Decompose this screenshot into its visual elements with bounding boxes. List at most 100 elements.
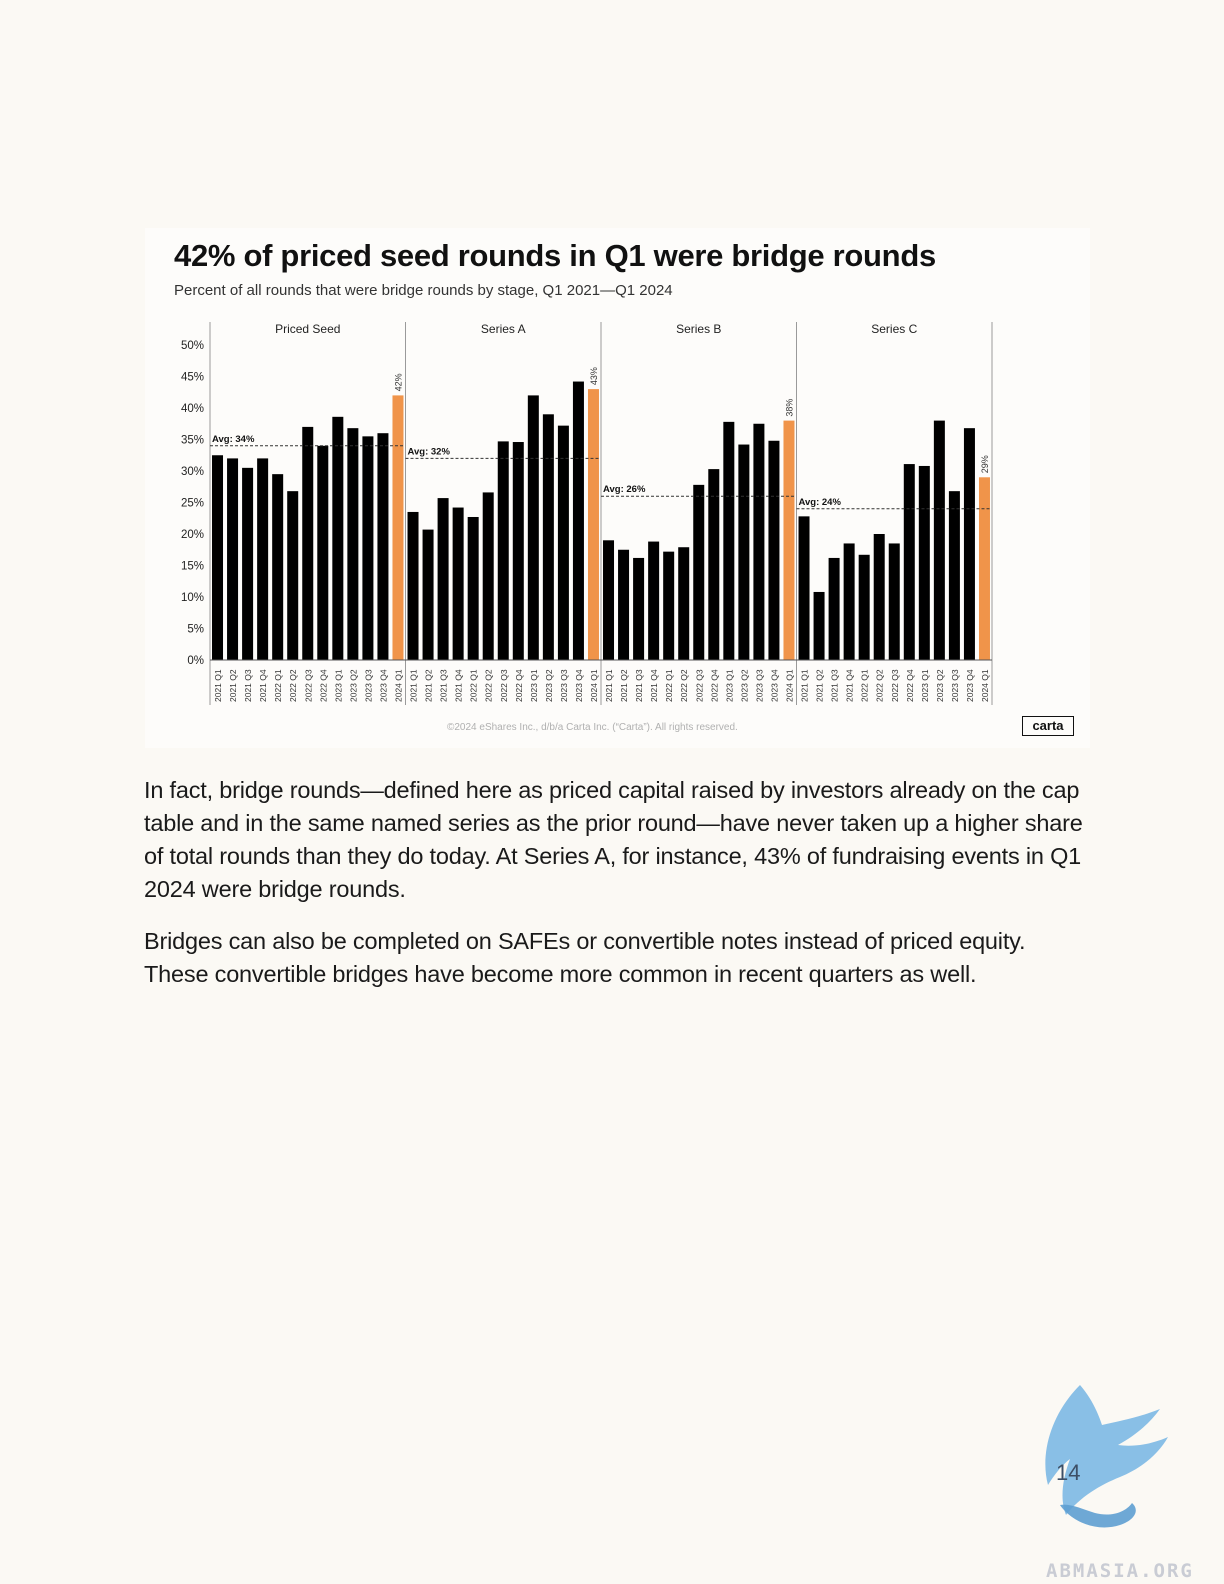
x-tick-label: 2023 Q1 bbox=[920, 669, 930, 702]
x-tick-label: 2021 Q1 bbox=[604, 669, 614, 702]
bar bbox=[648, 541, 660, 660]
x-tick-label: 2022 Q3 bbox=[694, 669, 704, 702]
x-tick-label: 2024 Q1 bbox=[784, 669, 794, 702]
x-tick-label: 2021 Q3 bbox=[439, 669, 449, 702]
y-tick-label: 50% bbox=[181, 340, 204, 352]
bar bbox=[873, 534, 885, 660]
y-tick-label: 10% bbox=[181, 592, 204, 604]
x-tick-label: 2022 Q2 bbox=[875, 669, 885, 702]
highlight-bar bbox=[783, 420, 795, 660]
bar bbox=[948, 491, 960, 660]
bar bbox=[723, 421, 735, 660]
average-label: Avg: 24% bbox=[799, 497, 842, 508]
y-tick-label: 40% bbox=[181, 403, 204, 415]
average-label: Avg: 32% bbox=[408, 446, 451, 457]
bar bbox=[482, 492, 494, 660]
x-tick-label: 2023 Q4 bbox=[574, 669, 584, 702]
bar bbox=[603, 540, 615, 660]
body-paragraph-1: In fact, bridge rounds—defined here as p… bbox=[144, 777, 1083, 902]
x-tick-label: 2023 Q3 bbox=[950, 669, 960, 702]
x-tick-label: 2023 Q3 bbox=[754, 669, 764, 702]
bar bbox=[362, 436, 374, 660]
y-tick-label: 25% bbox=[181, 498, 204, 510]
bar bbox=[272, 474, 284, 660]
y-tick-label: 15% bbox=[181, 561, 204, 573]
data-label: 42% bbox=[393, 373, 403, 391]
page-number: 14 bbox=[1056, 1460, 1081, 1485]
bar bbox=[738, 444, 750, 660]
bar bbox=[287, 491, 299, 660]
bar bbox=[557, 425, 569, 660]
bar bbox=[497, 441, 509, 660]
x-tick-label: 2021 Q3 bbox=[243, 669, 253, 702]
x-tick-label: 2022 Q1 bbox=[469, 669, 479, 702]
x-tick-label: 2021 Q1 bbox=[800, 669, 810, 702]
bar bbox=[347, 428, 359, 660]
bar bbox=[407, 511, 419, 660]
x-tick-label: 2023 Q3 bbox=[559, 669, 569, 702]
x-tick-label: 2023 Q1 bbox=[333, 669, 343, 702]
bar bbox=[527, 395, 539, 660]
bar bbox=[512, 442, 524, 660]
bar bbox=[452, 507, 464, 660]
x-tick-label: 2023 Q4 bbox=[965, 669, 975, 702]
bar bbox=[798, 516, 810, 660]
x-tick-label: 2024 Q1 bbox=[393, 669, 403, 702]
x-tick-label: 2021 Q1 bbox=[409, 669, 419, 702]
y-tick-label: 35% bbox=[181, 435, 204, 447]
data-label: 38% bbox=[784, 399, 794, 417]
bar bbox=[693, 484, 705, 660]
x-tick-label: 2022 Q4 bbox=[514, 669, 524, 702]
x-tick-label: 2022 Q2 bbox=[288, 669, 298, 702]
x-tick-label: 2022 Q1 bbox=[860, 669, 870, 702]
chart-subtitle: Percent of all rounds that were bridge r… bbox=[174, 282, 673, 299]
bar bbox=[542, 414, 554, 660]
x-tick-label: 2023 Q1 bbox=[724, 669, 734, 702]
highlight-bar bbox=[978, 477, 990, 660]
griffin-watermark-icon bbox=[1045, 1385, 1168, 1528]
average-label: Avg: 34% bbox=[212, 434, 255, 445]
x-tick-label: 2022 Q2 bbox=[679, 669, 689, 702]
average-label: Avg: 26% bbox=[603, 484, 646, 495]
x-tick-label: 2022 Q1 bbox=[273, 669, 283, 702]
bar bbox=[302, 426, 314, 660]
highlight-bar bbox=[587, 389, 599, 660]
bar bbox=[708, 469, 720, 660]
data-label: 29% bbox=[980, 455, 990, 473]
x-tick-label: 2021 Q2 bbox=[424, 669, 434, 702]
bar bbox=[933, 420, 945, 660]
bar bbox=[963, 428, 975, 660]
x-tick-label: 2022 Q3 bbox=[303, 669, 313, 702]
bar bbox=[618, 549, 630, 660]
carta-logo: carta bbox=[1022, 716, 1074, 736]
x-tick-label: 2023 Q2 bbox=[935, 669, 945, 702]
bar bbox=[633, 557, 645, 660]
x-tick-label: 2021 Q2 bbox=[619, 669, 629, 702]
panel-title: Series B bbox=[676, 322, 721, 336]
bar bbox=[843, 543, 855, 660]
bar bbox=[858, 554, 870, 660]
y-tick-label: 5% bbox=[187, 624, 204, 636]
panel-title: Series C bbox=[871, 322, 917, 336]
bar bbox=[813, 591, 825, 660]
x-tick-label: 2024 Q1 bbox=[980, 669, 990, 702]
bar bbox=[572, 381, 584, 660]
bar bbox=[317, 445, 329, 660]
x-tick-label: 2023 Q3 bbox=[363, 669, 373, 702]
bar bbox=[227, 458, 239, 660]
x-tick-label: 2021 Q4 bbox=[649, 669, 659, 702]
x-tick-label: 2021 Q3 bbox=[634, 669, 644, 702]
x-tick-label: 2021 Q4 bbox=[258, 669, 268, 702]
bar bbox=[753, 423, 765, 660]
x-tick-label: 2022 Q3 bbox=[499, 669, 509, 702]
x-tick-label: 2023 Q2 bbox=[348, 669, 358, 702]
y-tick-label: 20% bbox=[181, 529, 204, 541]
bar bbox=[437, 498, 449, 660]
x-tick-label: 2021 Q4 bbox=[454, 669, 464, 702]
x-tick-label: 2023 Q4 bbox=[378, 669, 388, 702]
x-tick-label: 2021 Q2 bbox=[228, 669, 238, 702]
bar bbox=[903, 464, 915, 660]
x-tick-label: 2021 Q3 bbox=[830, 669, 840, 702]
bar bbox=[377, 433, 389, 660]
